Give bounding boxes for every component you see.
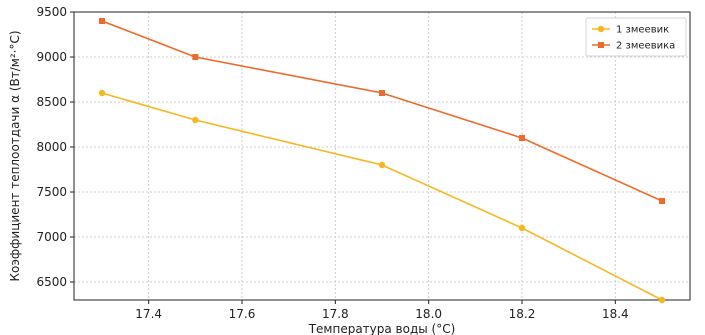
y-axis-label: Коэффициент теплоотдачи α (Вт/м²·°C) — [8, 30, 22, 281]
plot-frame — [73, 11, 691, 301]
series-lines — [98, 18, 666, 304]
data-point — [99, 18, 105, 24]
data-point — [192, 54, 199, 60]
y-tick-label: 7000 — [36, 230, 67, 244]
data-point — [519, 135, 525, 141]
data-point — [518, 224, 526, 232]
data-point — [658, 296, 666, 304]
data-point — [659, 198, 665, 204]
x-tick-label: 17.8 — [322, 307, 349, 321]
legend-marker — [598, 42, 604, 48]
y-tick-label: 8500 — [36, 95, 67, 109]
x-tick-label: 18.0 — [415, 307, 442, 321]
data-point — [379, 90, 385, 96]
data-point — [98, 89, 106, 97]
axis-ticks: 17.4 17.6 17.8 18.0 18.2 18.4 6500 7000 7500 8000… — [36, 5, 628, 321]
y-tick-label: 9500 — [36, 5, 67, 19]
x-tick-label: 18.2 — [509, 307, 536, 321]
legend-label: 2 змеевика — [616, 41, 675, 52]
legend-label: 1 змеевик — [616, 25, 669, 36]
legend: 1 змеевик 2 змеевика — [585, 17, 687, 57]
y-tick-label: 9000 — [36, 50, 67, 64]
x-tick-label: 17.6 — [229, 307, 256, 321]
x-axis-label: Температура воды (°C) — [308, 322, 456, 335]
y-tick-label: 6500 — [36, 275, 67, 289]
y-tick-label: 8000 — [36, 140, 67, 154]
legend-box — [585, 17, 687, 57]
series-line-1 — [101, 92, 663, 301]
legend-marker — [597, 25, 605, 33]
data-point — [192, 116, 199, 124]
series-line-2 — [101, 20, 663, 202]
data-point — [378, 161, 386, 169]
x-tick-label: 17.4 — [135, 307, 162, 321]
y-tick-label: 7500 — [36, 185, 67, 199]
x-tick-label: 18.4 — [602, 307, 629, 321]
